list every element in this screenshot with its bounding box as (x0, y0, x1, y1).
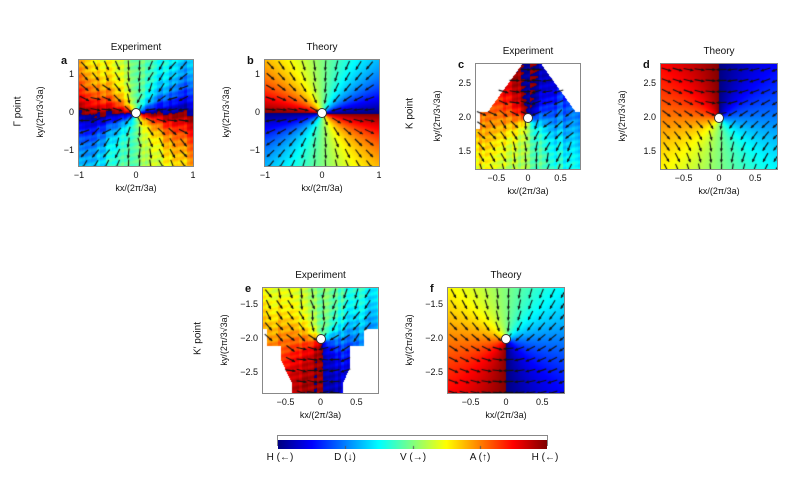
panel-c-ylabel: ky/(2π/3√3a) (432, 89, 442, 142)
panel-f-xtick: 0 (503, 397, 509, 407)
panel-a-xtick: 1 (190, 170, 196, 180)
colorbar (277, 435, 548, 449)
panel-a-xtick: −1 (73, 170, 85, 180)
panel-a-ytick: 1 (68, 69, 74, 80)
panel-c-ytick: 2.0 (458, 112, 471, 123)
panel-d-ytick: 1.5 (643, 146, 656, 157)
row-label-k: K point (404, 97, 416, 130)
panel-e-xtick: 0.5 (350, 397, 363, 407)
panel-b-xtick: −1 (259, 170, 271, 180)
panel-b-ytick: −1 (249, 144, 260, 155)
panel-d-ytick: 2.0 (643, 112, 656, 123)
panel-c-xtick: −0.5 (487, 173, 506, 183)
panel-b-xlabel: kx/(2π/3a) (301, 183, 343, 193)
panel-e-ytick: −2.0 (240, 332, 258, 343)
panel-e-ylabel: ky/(2π/3√3a) (219, 313, 229, 366)
panel-d-ytick: 2.5 (643, 78, 656, 89)
panel-a-singularity-marker (131, 108, 141, 118)
panel-e-singularity-marker (315, 333, 326, 344)
panel-f-title: Theory (490, 270, 522, 281)
panel-f-ytick: −1.5 (425, 298, 443, 309)
panel-b-ytick: 0 (254, 107, 260, 117)
panel-c-xlabel: kx/(2π/3a) (507, 186, 549, 196)
colorbar-gradient (278, 440, 547, 449)
panel-a-xtick: 0 (133, 170, 139, 180)
panel-b-xtick: 1 (376, 170, 382, 180)
panel-d-letter: d (643, 59, 650, 71)
panel-a-letter: a (61, 55, 68, 67)
panel-b-letter: b (247, 55, 254, 67)
colorbar-label-h-left: H (←) (266, 452, 294, 463)
panel-d-singularity-marker (714, 113, 724, 124)
panel-b-ytick: 1 (254, 69, 260, 80)
panel-f-xlabel: kx/(2π/3a) (485, 410, 527, 420)
colorbar-label-d: D (↓) (334, 452, 356, 463)
panel-b-singularity-marker (317, 108, 327, 118)
panel-f-xtick: 0.5 (535, 397, 549, 407)
colorbar-label-a: A (↑) (469, 452, 491, 463)
panel-f-ytick: −2.5 (425, 366, 443, 377)
panel-c-singularity-marker (523, 113, 533, 124)
panel-f-singularity-marker (501, 333, 511, 344)
panel-d-title: Theory (703, 46, 735, 57)
panel-e-ytick: −1.5 (240, 298, 258, 309)
panel-c-letter: c (458, 59, 465, 71)
panel-e-letter: e (245, 283, 252, 295)
panel-c-title: Experiment (502, 46, 554, 57)
panel-e-xtick: 0 (317, 397, 323, 407)
panel-d-xlabel: kx/(2π/3a) (698, 186, 740, 196)
panel-d-xtick: −0.5 (674, 173, 693, 183)
panel-e-title: Experiment (295, 270, 346, 281)
panel-d-xtick: 0 (716, 173, 722, 183)
panel-b-title: Theory (306, 42, 338, 53)
panel-c-ytick: 2.5 (458, 78, 471, 89)
panel-a-ytick: 0 (68, 107, 74, 117)
panel-e-xlabel: kx/(2π/3a) (299, 410, 342, 420)
row-label-gamma: Γ point (12, 96, 24, 127)
colorbar-label-v: V (→) (399, 452, 427, 463)
panel-d-ylabel: ky/(2π/3√3a) (617, 89, 627, 142)
panel-d-xtick: 0.5 (748, 173, 762, 183)
panel-f-ylabel: ky/(2π/3√3a) (404, 313, 414, 366)
panel-c-xtick: 0.5 (554, 173, 567, 183)
panel-c-xtick: 0 (525, 173, 531, 183)
panel-a-ytick: −1 (63, 144, 74, 155)
panel-c-ytick: 1.5 (458, 146, 471, 157)
panel-b-ylabel: ky/(2π/3√3a) (221, 86, 231, 138)
panel-e-ytick: −2.5 (240, 366, 258, 377)
panel-a-xlabel: kx/(2π/3a) (115, 183, 157, 193)
colorbar-label-h-right: H (←) (531, 452, 559, 463)
panel-f-ytick: −2.0 (425, 332, 443, 343)
panel-a-title: Experiment (110, 42, 162, 53)
panel-b-xtick: 0 (319, 170, 325, 180)
panel-f-letter: f (430, 283, 434, 295)
panel-f-xtick: −0.5 (461, 397, 480, 407)
panel-a-ylabel: ky/(2π/3√3a) (35, 86, 45, 138)
panel-e-xtick: −0.5 (276, 397, 295, 407)
row-label-kprime: K′ point (192, 322, 204, 356)
